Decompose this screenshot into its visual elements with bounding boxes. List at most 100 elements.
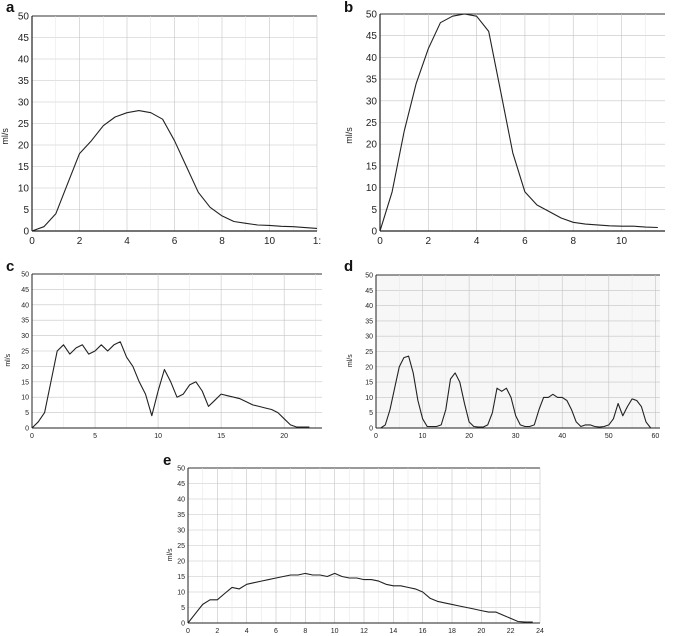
y-tick-label: 20 [21, 364, 29, 371]
flow-series-line [187, 572, 533, 624]
panel-a: 0 5 10 15 20 25 30 35 40 45 50 0 2 4 6 8 10 1: ml/s a [0, 0, 321, 247]
y-tick-label: 20 [18, 141, 30, 152]
y-tick-label: 10 [177, 589, 185, 596]
y-tick-label: 45 [177, 481, 185, 488]
y-tick-label: 35 [366, 75, 378, 86]
y-axis-label: ml/s [0, 128, 10, 145]
y-tick-label: 50 [177, 465, 185, 472]
y-axis-label: ml/s [347, 354, 354, 367]
y-tick-label: 0 [369, 425, 373, 432]
y-tick-label: 0 [23, 227, 29, 238]
y-tick-label: 5 [371, 205, 377, 216]
y-tick-label: 35 [177, 512, 185, 519]
x-tick-label: 8 [303, 628, 307, 635]
y-tick-label: 5 [25, 410, 29, 417]
y-tick-label: 30 [21, 333, 29, 340]
x-tick-label: 14 [389, 628, 397, 635]
x-tick-label: 4 [245, 628, 249, 635]
x-tick-label: 8 [219, 236, 225, 247]
y-tick-label: 45 [18, 33, 30, 44]
y-axis-label: ml/s [5, 353, 12, 366]
panel-b: 0 5 10 15 20 25 30 35 40 45 50 0 2 4 6 8 10 ml/s b [344, 0, 665, 247]
y-tick-label: 0 [371, 227, 377, 238]
y-tick-label: 25 [365, 349, 373, 356]
x-tick-label: 8 [570, 236, 576, 247]
x-tick-label: 50 [605, 433, 613, 440]
y-tick-label: 45 [365, 288, 373, 295]
x-tick-label: 18 [448, 628, 456, 635]
x-tick-label: 4 [474, 236, 480, 247]
x-tick-label: 0 [29, 236, 35, 247]
x-tick-label: 20 [465, 433, 473, 440]
y-tick-label: 0 [25, 425, 29, 432]
y-tick-label: 15 [365, 380, 373, 387]
flow-series-line [31, 110, 318, 232]
panel-d: 0 5 10 15 20 25 30 35 40 45 50 0 10 20 30 40 50 60 ml/s d [344, 258, 660, 440]
flow-series-line [31, 341, 310, 429]
y-tick-label: 0 [181, 620, 185, 627]
y-tick-label: 35 [21, 318, 29, 325]
panel-letter: a [6, 0, 15, 16]
y-tick-label: 40 [21, 302, 29, 309]
y-tick-label: 30 [18, 98, 30, 109]
x-tick-label: 30 [512, 433, 520, 440]
x-tick-label: 15 [217, 433, 225, 440]
y-tick-label: 25 [21, 348, 29, 355]
panel-letter: e [163, 452, 171, 469]
flow-series-line [379, 13, 658, 232]
y-tick-label: 45 [366, 31, 378, 42]
y-tick-label: 40 [366, 53, 378, 64]
y-tick-label: 25 [18, 119, 30, 130]
y-tick-label: 15 [366, 161, 378, 172]
y-tick-label: 5 [181, 605, 185, 612]
y-tick-label: 30 [366, 96, 378, 107]
y-axis-label: ml/s [344, 127, 354, 144]
x-tick-label: 0 [374, 433, 378, 440]
x-tick-label: 12 [360, 628, 368, 635]
y-tick-label: 50 [365, 272, 373, 279]
y-tick-label: 40 [177, 496, 185, 503]
y-tick-label: 50 [18, 12, 30, 23]
x-tick-label: 1: [313, 236, 321, 247]
x-tick-label: 0 [30, 433, 34, 440]
y-tick-label: 5 [23, 205, 29, 216]
panel-c: 0 5 10 15 20 25 30 35 40 45 50 0 5 10 15 20 ml/s c [5, 258, 322, 440]
panel-letter: b [344, 0, 353, 16]
y-tick-label: 15 [21, 379, 29, 386]
x-tick-label: 22 [507, 628, 515, 635]
y-tick-label: 25 [177, 543, 185, 550]
x-tick-label: 10 [419, 433, 427, 440]
y-tick-label: 20 [365, 364, 373, 371]
x-tick-label: 0 [186, 628, 190, 635]
x-tick-label: 40 [558, 433, 566, 440]
x-tick-label: 10 [616, 236, 628, 247]
y-tick-label: 15 [18, 162, 30, 173]
y-tick-label: 5 [369, 410, 373, 417]
x-tick-label: 6 [274, 628, 278, 635]
x-tick-label: 10 [264, 236, 276, 247]
y-tick-label: 10 [18, 184, 30, 195]
y-axis-label: ml/s [167, 548, 174, 561]
y-tick-label: 15 [177, 574, 185, 581]
y-tick-label: 30 [177, 527, 185, 534]
y-tick-label: 40 [365, 303, 373, 310]
y-tick-label: 50 [21, 271, 29, 278]
x-tick-label: 20 [477, 628, 485, 635]
y-tick-label: 50 [366, 10, 378, 21]
y-tick-label: 25 [366, 118, 378, 129]
y-tick-label: 30 [365, 334, 373, 341]
y-tick-label: 20 [177, 558, 185, 565]
x-tick-label: 60 [651, 433, 659, 440]
y-tick-label: 10 [365, 395, 373, 402]
y-tick-label: 20 [366, 140, 378, 151]
y-tick-label: 10 [366, 183, 378, 194]
x-tick-label: 6 [522, 236, 528, 247]
x-tick-label: 16 [419, 628, 427, 635]
x-tick-label: 2 [77, 236, 83, 247]
panel-letter: d [344, 258, 353, 275]
x-tick-label: 0 [377, 236, 383, 247]
y-tick-label: 35 [365, 318, 373, 325]
x-tick-label: 2 [426, 236, 432, 247]
